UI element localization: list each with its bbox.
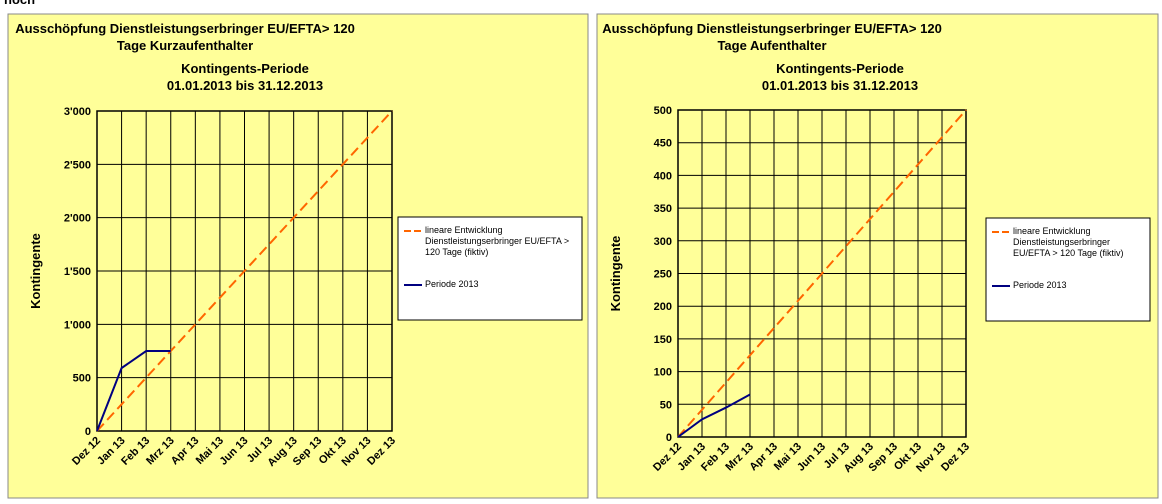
y-tick-label: 2'000: [64, 213, 91, 225]
y-tick-label: 450: [654, 138, 672, 150]
chart-subtitle: Kontingents-Periode: [181, 61, 309, 76]
series-line: [677, 109, 967, 438]
chart-title: Tage Aufenthalter: [717, 38, 826, 53]
y-axis-label: Kontingente: [28, 233, 43, 309]
series-line: [677, 393, 751, 438]
legend-label: lineare Entwicklung Dienstleistungserbri…: [1013, 226, 1124, 258]
y-tick-label: 1'000: [64, 319, 91, 331]
legend-box: [985, 217, 1151, 322]
legend-label: Periode 2013: [425, 279, 479, 289]
series-line: [96, 110, 393, 432]
chart-subtitle: 01.01.2013 bis 31.12.2013: [762, 78, 918, 93]
legend-entry: lineare Entwicklung Dienstleistungserbri…: [425, 225, 570, 257]
legend-entry: Periode 2013: [425, 279, 479, 289]
y-tick-label: 500: [654, 105, 672, 117]
chart-subtitle: Kontingents-Periode: [776, 61, 904, 76]
y-tick-label: 400: [654, 170, 672, 182]
heading: noch: [4, 0, 35, 7]
series-line: [96, 350, 171, 432]
legend-label: lineare Entwicklung Dienstleistungserbri…: [425, 225, 570, 257]
y-tick-label: 500: [73, 373, 91, 385]
chart-title: Ausschöpfung Dienstleistungserbringer EU…: [15, 21, 355, 36]
legend-label: Periode 2013: [1013, 280, 1067, 290]
y-tick-label: 350: [654, 203, 672, 215]
y-tick-label: 0: [85, 426, 91, 438]
y-tick-label: 200: [654, 301, 672, 313]
y-tick-label: 0: [666, 432, 672, 444]
y-tick-label: 3'000: [64, 106, 91, 118]
y-tick-label: 300: [654, 236, 672, 248]
legend-box: [397, 216, 583, 321]
y-tick-label: 1'500: [64, 266, 91, 278]
legend-entry: lineare Entwicklung Dienstleistungserbri…: [1013, 226, 1124, 258]
plot-border: [677, 109, 967, 438]
chart-subtitle: 01.01.2013 bis 31.12.2013: [167, 78, 323, 93]
y-tick-label: 2'500: [64, 159, 91, 171]
chart-title: Ausschöpfung Dienstleistungserbringer EU…: [602, 21, 942, 36]
chart-title: Tage Kurzaufenthalter: [117, 38, 253, 53]
plot-border: [96, 110, 393, 432]
y-tick-label: 250: [654, 269, 672, 281]
legend-entry: Periode 2013: [1013, 280, 1067, 290]
y-tick-label: 150: [654, 334, 672, 346]
y-tick-label: 100: [654, 367, 672, 379]
y-tick-label: 50: [660, 399, 672, 411]
y-axis-label: Kontingente: [608, 236, 623, 312]
